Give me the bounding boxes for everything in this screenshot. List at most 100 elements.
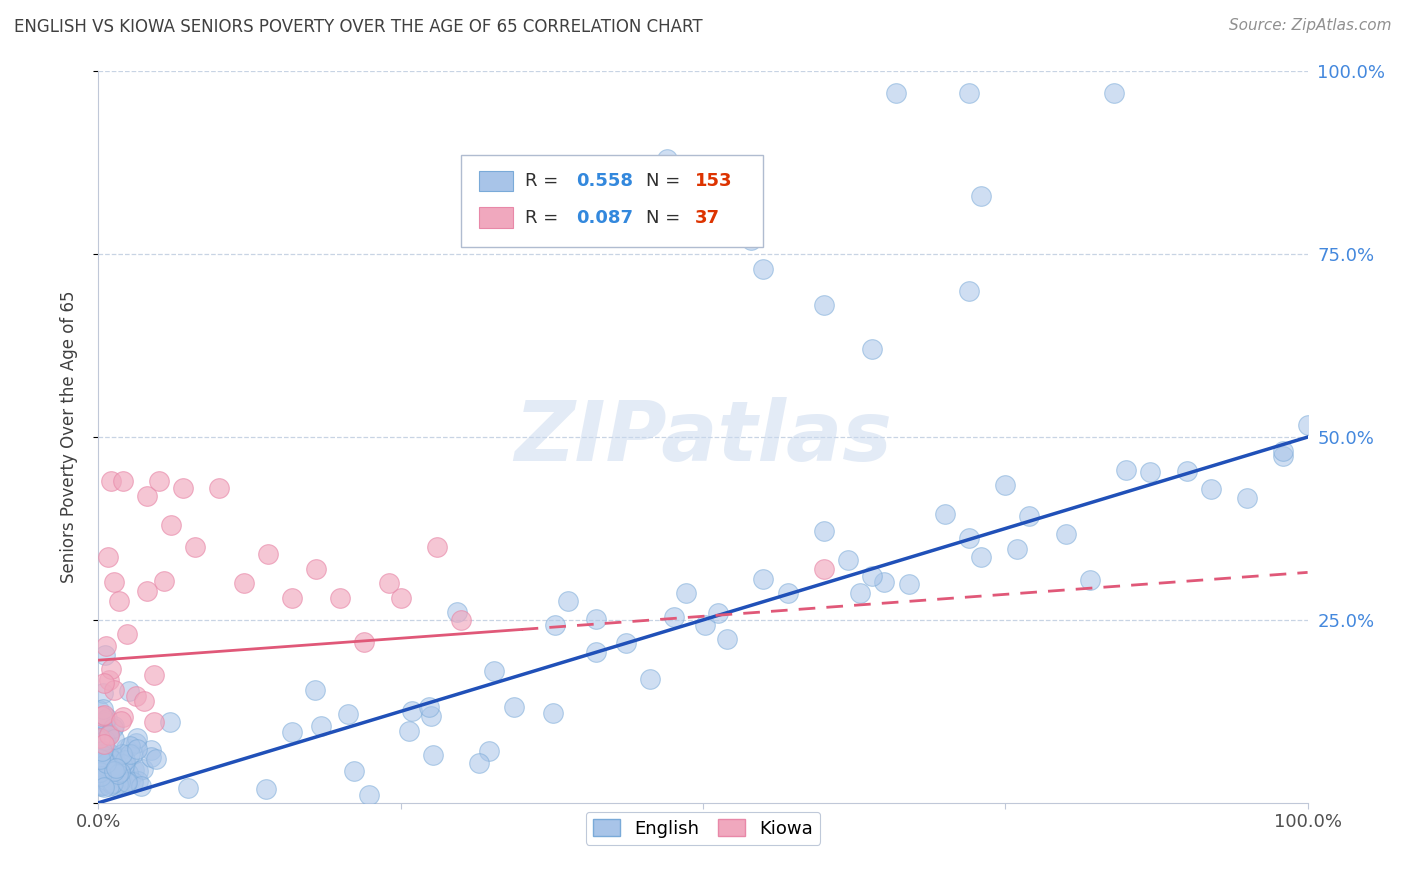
Point: [91, 744, 114, 758]
Point: [103, 683, 125, 698]
Text: 153: 153: [695, 172, 733, 190]
Point: [125, 742, 148, 756]
Point: [813, 562, 835, 576]
Text: 0.558: 0.558: [576, 172, 633, 190]
Point: [418, 699, 440, 714]
Point: [104, 779, 127, 793]
Point: [89, 778, 111, 792]
Point: [118, 684, 141, 698]
Point: [89, 764, 111, 779]
Point: [148, 474, 170, 488]
Text: ENGLISH VS KIOWA SENIORS POVERTY OVER THE AGE OF 65 CORRELATION CHART: ENGLISH VS KIOWA SENIORS POVERTY OVER TH…: [14, 18, 703, 36]
Point: [111, 747, 134, 762]
Point: [585, 611, 607, 625]
Text: N =: N =: [647, 172, 686, 190]
Point: [122, 763, 145, 777]
Point: [91, 747, 114, 761]
Point: [96, 549, 118, 564]
Point: [93, 733, 115, 747]
Point: [716, 632, 738, 647]
Point: [693, 617, 716, 632]
Point: [503, 700, 526, 714]
Point: [108, 594, 131, 608]
Point: [1139, 466, 1161, 480]
Point: [655, 152, 678, 166]
Point: [94, 714, 117, 729]
Point: [849, 586, 872, 600]
Point: [813, 298, 835, 312]
Point: [970, 549, 993, 564]
Bar: [479, 208, 513, 227]
Point: [107, 767, 129, 781]
Point: [97, 673, 120, 687]
Point: [934, 507, 956, 521]
Point: [89, 757, 111, 772]
Point: [446, 605, 468, 619]
Point: [93, 754, 115, 768]
Point: [103, 764, 125, 779]
Point: [94, 759, 117, 773]
Point: [614, 635, 637, 649]
Point: [100, 761, 122, 775]
Point: [115, 627, 138, 641]
Point: [160, 517, 183, 532]
Point: [101, 721, 124, 735]
Point: [87, 765, 110, 780]
Point: [740, 233, 762, 247]
Point: [118, 773, 141, 788]
Point: [96, 750, 118, 764]
Point: [125, 731, 148, 745]
Text: R =: R =: [526, 209, 564, 227]
Point: [1054, 527, 1077, 541]
Point: [101, 753, 124, 767]
Point: [176, 780, 198, 795]
Point: [752, 261, 775, 276]
Point: [120, 747, 142, 761]
Text: R =: R =: [526, 172, 564, 190]
Point: [91, 751, 114, 765]
Y-axis label: Seniors Poverty Over the Age of 65: Seniors Poverty Over the Age of 65: [59, 291, 77, 583]
Point: [94, 648, 117, 662]
Point: [101, 748, 124, 763]
Point: [142, 715, 165, 730]
Point: [172, 481, 194, 495]
Point: [108, 764, 131, 779]
Point: [401, 704, 423, 718]
Point: [970, 188, 993, 202]
Point: [419, 709, 441, 723]
Point: [127, 764, 149, 778]
Point: [93, 707, 115, 722]
Point: [377, 576, 399, 591]
Point: [638, 673, 661, 687]
Point: [97, 726, 120, 740]
Point: [110, 767, 132, 781]
Point: [114, 774, 136, 789]
Point: [1175, 464, 1198, 478]
Point: [124, 689, 146, 703]
Point: [108, 767, 131, 781]
Point: [98, 728, 121, 742]
Point: [957, 284, 980, 298]
Point: [110, 714, 132, 729]
Point: [114, 749, 136, 764]
Point: [305, 562, 328, 576]
Point: [1296, 418, 1319, 433]
Point: [184, 540, 207, 554]
Point: [897, 576, 920, 591]
Point: [860, 343, 883, 357]
Point: [337, 706, 360, 721]
Point: [707, 606, 730, 620]
Point: [96, 711, 118, 725]
Point: [100, 474, 122, 488]
Point: [91, 685, 114, 699]
Point: [101, 777, 124, 791]
Point: [96, 773, 118, 788]
Point: [105, 765, 128, 780]
Text: 37: 37: [695, 209, 720, 227]
Point: [389, 591, 412, 605]
Point: [114, 753, 136, 767]
Point: [93, 737, 115, 751]
Point: [675, 586, 697, 600]
Point: [426, 540, 449, 554]
Point: [103, 719, 125, 733]
